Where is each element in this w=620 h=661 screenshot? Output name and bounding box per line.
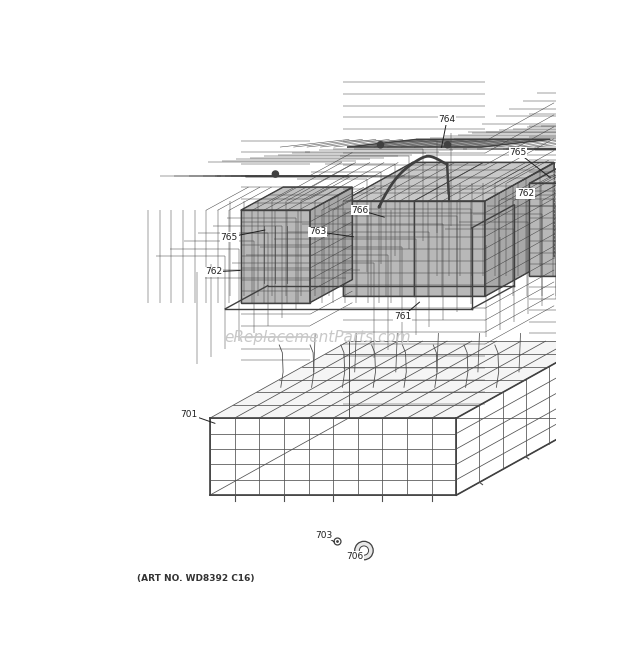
- Polygon shape: [343, 163, 554, 201]
- Circle shape: [360, 546, 368, 555]
- Polygon shape: [343, 201, 485, 297]
- Circle shape: [445, 141, 451, 148]
- Circle shape: [272, 171, 278, 177]
- Circle shape: [565, 144, 571, 150]
- Text: eReplacementParts.com: eReplacementParts.com: [224, 330, 411, 345]
- Text: 766: 766: [352, 206, 369, 215]
- Circle shape: [378, 141, 384, 148]
- Text: 701: 701: [180, 410, 198, 419]
- Text: 765: 765: [509, 148, 526, 157]
- Polygon shape: [529, 160, 620, 183]
- Polygon shape: [210, 341, 348, 495]
- Text: 763: 763: [309, 227, 326, 236]
- Polygon shape: [310, 187, 352, 303]
- Text: 764: 764: [438, 115, 456, 124]
- Polygon shape: [599, 160, 620, 276]
- Text: 765: 765: [221, 233, 238, 242]
- Text: 706: 706: [346, 552, 363, 561]
- Polygon shape: [485, 163, 554, 297]
- Polygon shape: [210, 341, 595, 418]
- Circle shape: [355, 541, 373, 560]
- Polygon shape: [529, 183, 599, 276]
- Polygon shape: [347, 139, 551, 147]
- Polygon shape: [210, 341, 595, 418]
- Text: 761: 761: [394, 312, 411, 321]
- Text: (ART NO. WD8392 C16): (ART NO. WD8392 C16): [137, 574, 254, 583]
- Polygon shape: [210, 418, 456, 495]
- Polygon shape: [241, 210, 310, 303]
- Text: 703: 703: [316, 531, 332, 539]
- Polygon shape: [456, 341, 595, 495]
- Text: 762: 762: [517, 189, 534, 198]
- Text: 762: 762: [205, 267, 223, 276]
- Polygon shape: [241, 187, 352, 210]
